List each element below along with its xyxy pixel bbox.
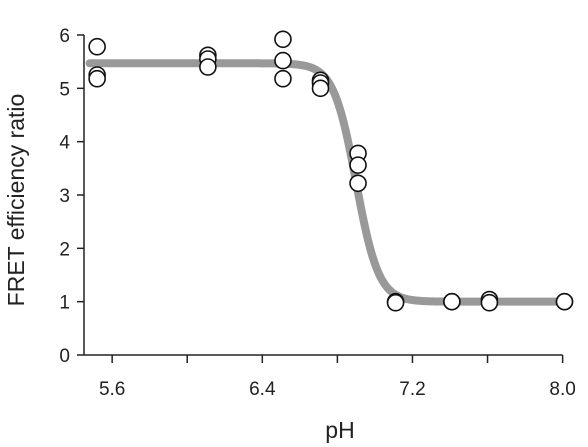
x-tick-label: 5.6 xyxy=(99,379,125,400)
data-point xyxy=(311,79,330,98)
y-axis-title: FRET efficiency ratio xyxy=(3,94,29,307)
data-point xyxy=(274,69,292,88)
data-point xyxy=(199,58,217,76)
x-tick-label: 6.4 xyxy=(249,379,276,400)
data-point xyxy=(386,293,405,312)
data-point xyxy=(88,69,106,88)
y-tick-label: 6 xyxy=(59,26,70,47)
data-point xyxy=(88,37,106,56)
x-axis-title: pH xyxy=(325,417,354,443)
fit-curve xyxy=(85,59,569,306)
y-tick-label: 0 xyxy=(59,346,70,367)
axes: 0 1 2 3 4 5 6 5.6 6.4 7.2 8.0 xyxy=(59,26,575,400)
data-point xyxy=(443,292,461,311)
y-ticks: 0 1 2 3 4 5 6 xyxy=(59,26,84,367)
data-point xyxy=(274,30,292,49)
data-point xyxy=(555,292,574,311)
data-point xyxy=(274,51,292,70)
y-tick-label: 5 xyxy=(59,79,70,100)
data-point xyxy=(349,174,367,193)
y-tick-label: 4 xyxy=(59,133,70,154)
data-point xyxy=(349,156,367,174)
y-tick-label: 2 xyxy=(59,239,70,260)
x-tick-label: 7.2 xyxy=(399,379,425,400)
y-tick-label: 1 xyxy=(59,293,70,314)
x-ticks: 5.6 6.4 7.2 8.0 xyxy=(99,355,576,400)
data-points xyxy=(88,30,574,312)
data-point xyxy=(480,293,499,312)
y-tick-label: 3 xyxy=(59,186,70,207)
x-tick-label: 8.0 xyxy=(549,379,575,400)
